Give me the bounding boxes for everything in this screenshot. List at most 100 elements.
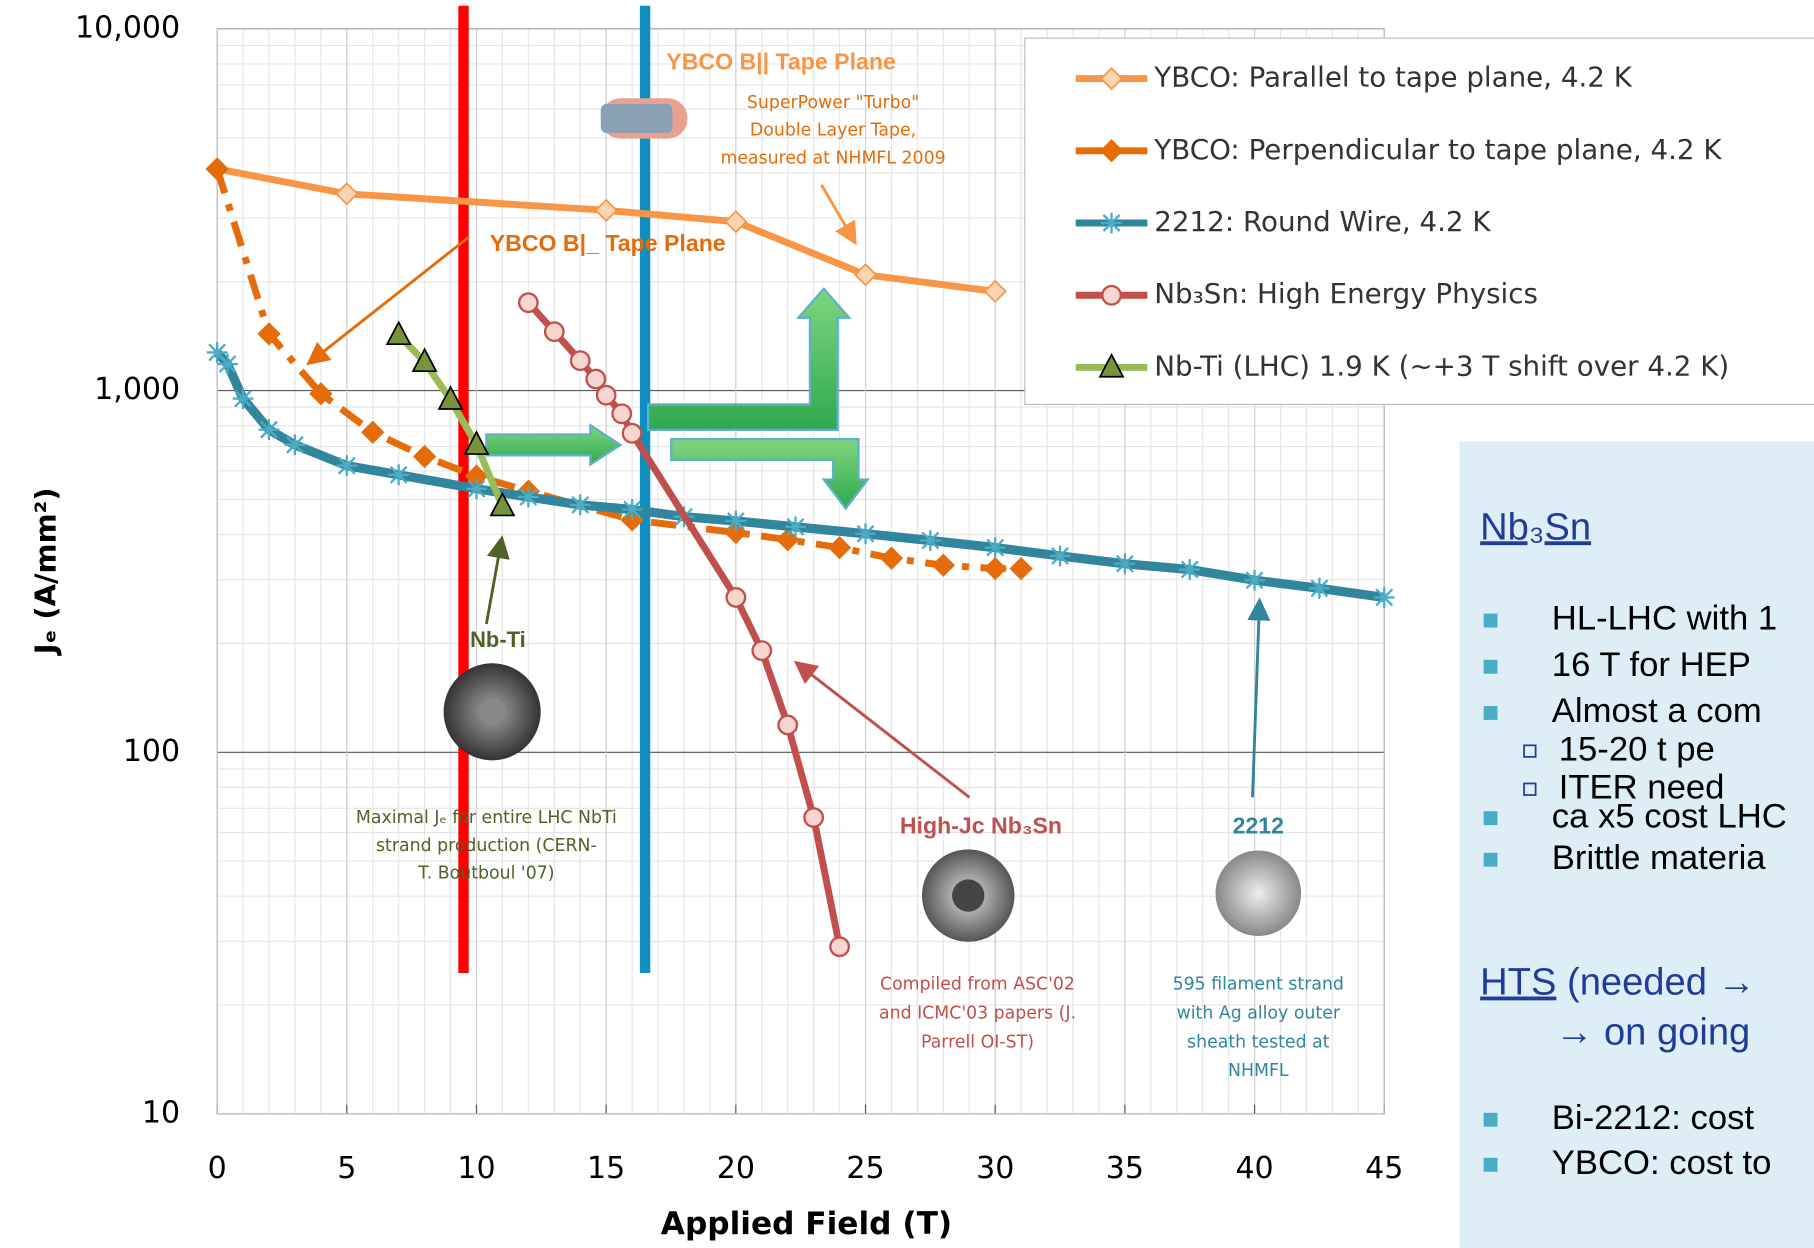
marker	[985, 281, 1006, 302]
marker	[1114, 553, 1135, 574]
x-tick-label: 45	[1365, 1151, 1403, 1186]
marker	[830, 937, 848, 955]
annotation: YBCO B|| Tape Plane	[666, 49, 896, 75]
marker	[414, 446, 435, 467]
marker	[1179, 559, 1200, 580]
legend-label: YBCO: Parallel to tape plane, 4.2 K	[1153, 61, 1632, 94]
x-axis-title: Applied Field (T)	[661, 1206, 952, 1242]
series	[207, 159, 1032, 579]
marker	[612, 404, 630, 422]
marker	[725, 511, 746, 532]
marker	[881, 548, 902, 569]
marker	[1101, 213, 1122, 234]
x-tick-label: 0	[208, 1151, 227, 1186]
panel-bullet: Brittle materia	[1552, 839, 1767, 877]
marker	[1011, 558, 1032, 579]
marker	[217, 354, 238, 375]
annotation: strand production (CERN-	[376, 836, 597, 856]
y-axis-title: Jₑ (A/mm²)	[28, 487, 62, 656]
panel-heading-rest: (needed →	[1556, 961, 1755, 1004]
annotation: Parrell OI-ST)	[921, 1032, 1034, 1052]
annotation: High-Jc Nb₃Sn	[900, 812, 1062, 838]
bullet	[1484, 614, 1498, 628]
panel-bullet: 16 T for HEP	[1552, 646, 1751, 684]
marker	[518, 487, 539, 508]
marker	[920, 530, 941, 551]
legend-label: 2212: Round Wire, 4.2 K	[1154, 205, 1491, 238]
marker	[753, 641, 771, 659]
panel-bullet: Bi-2212: cost	[1552, 1099, 1755, 1137]
marker	[587, 370, 605, 388]
x-tick-label: 5	[337, 1151, 356, 1186]
y-tick-label: 10	[142, 1095, 180, 1130]
chart: 101001,00010,000051015202530354045 YBCO …	[0, 0, 1814, 1248]
panel-bullet: ca x5 cost LHC	[1552, 797, 1787, 835]
annotation: Double Layer Tape,	[750, 121, 916, 141]
marker	[466, 478, 487, 499]
annotation: sheath tested at	[1187, 1032, 1330, 1052]
marker	[933, 555, 954, 576]
annotation: T. Boutboul '07)	[417, 864, 554, 884]
panel-bullet: Almost a com	[1552, 692, 1762, 730]
bullet	[1484, 1113, 1498, 1127]
marker	[985, 537, 1006, 558]
panel-bullet: HL-LHC with 1	[1552, 600, 1777, 638]
annotation: YBCO B|_ Tape Plane	[490, 230, 726, 256]
bullet	[1484, 853, 1498, 867]
marker	[597, 386, 615, 404]
marker	[623, 424, 641, 442]
marker	[778, 716, 796, 734]
legend-label: YBCO: Perpendicular to tape plane, 4.2 K	[1153, 133, 1722, 166]
annotation: SuperPower "Turbo"	[747, 93, 919, 113]
marker	[362, 422, 383, 443]
panel-heading-link: HTS	[1480, 961, 1556, 1004]
marker	[285, 434, 306, 455]
marker	[207, 159, 228, 180]
x-tick-label: 25	[846, 1151, 884, 1186]
panel-heading: Nb₃Sn	[1480, 505, 1591, 548]
annotation: and ICMC'03 papers (J.	[879, 1003, 1076, 1023]
marker	[1309, 578, 1330, 599]
marker	[1102, 286, 1120, 304]
marker	[336, 455, 357, 476]
marker	[725, 211, 746, 232]
bullet	[1484, 1158, 1498, 1172]
x-tick-label: 20	[717, 1151, 755, 1186]
x-tick-label: 10	[457, 1151, 495, 1186]
marker	[336, 183, 357, 204]
bullet	[1484, 660, 1498, 674]
marker	[387, 322, 410, 344]
panel-heading: → on going	[1555, 1010, 1750, 1053]
marker	[233, 388, 254, 409]
panel-heading: HTS (needed →	[1480, 961, 1755, 1004]
panel-bullet: 15-20 t pe	[1559, 730, 1715, 768]
x-tick-label: 40	[1235, 1151, 1273, 1186]
panel-bullet: YBCO: cost to	[1552, 1144, 1772, 1182]
marker	[829, 537, 850, 558]
x-tick-label: 35	[1106, 1151, 1144, 1186]
marker	[570, 494, 591, 515]
marker	[804, 808, 822, 826]
legend-label: Nb-Ti (LHC) 1.9 K (~+3 T shift over 4.2 …	[1154, 349, 1729, 382]
marker	[545, 322, 563, 340]
y-tick-label: 100	[123, 734, 180, 769]
marker	[1244, 570, 1265, 591]
y-tick-label: 1,000	[94, 372, 180, 407]
marker	[985, 558, 1006, 579]
annotation: measured at NHMFL 2009	[720, 148, 945, 168]
marker	[727, 588, 745, 606]
annotation: Nb-Ti	[470, 627, 526, 652]
annotation: Compiled from ASC'02	[880, 975, 1075, 995]
marker	[785, 516, 806, 537]
bullet	[1484, 706, 1498, 720]
marker	[855, 523, 876, 544]
marker	[571, 351, 589, 369]
annotation: NHMFL	[1228, 1061, 1289, 1081]
x-tick-label: 30	[976, 1151, 1014, 1186]
bullet	[1484, 811, 1498, 825]
y-tick-label: 10,000	[75, 10, 180, 45]
marker	[519, 293, 537, 311]
marker	[1374, 587, 1395, 608]
annotation: 595 filament strand	[1173, 975, 1344, 995]
legend-label: Nb₃Sn: High Energy Physics	[1154, 277, 1538, 310]
